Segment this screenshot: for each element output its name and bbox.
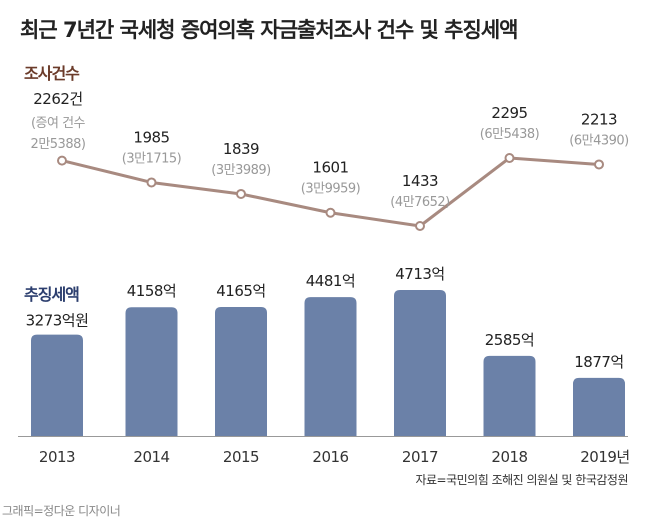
gift-count-label-2017: (4만7652) [390, 195, 449, 210]
tax-bar-2018 [483, 355, 536, 436]
gift-count-label-2015: (3만3989) [211, 163, 270, 178]
gift-count-label-2019년: (6만4390) [569, 133, 628, 148]
graphic-credit: 그래픽=정다운 디자이너 [2, 504, 121, 518]
tax-label-2016: 4481억 [306, 272, 355, 290]
count-point-2016 [325, 207, 336, 218]
x-tick-2017: 2017 [402, 448, 438, 466]
tax-bar-2013 [31, 334, 83, 436]
x-tick-2018: 2018 [491, 448, 527, 466]
count-label-2013: 2262건 [33, 90, 82, 108]
tax-label-2014: 4158억 [127, 282, 176, 300]
count-label-2017: 1433 [402, 172, 438, 190]
gift-count-label-2013-b: 2만5388) [31, 137, 86, 152]
gift-count-label-2014: (3만1715) [122, 151, 181, 166]
tax-bar-2015 [215, 306, 267, 436]
count-label-2018: 2295 [491, 104, 527, 122]
count-label-2015: 1839 [223, 140, 259, 158]
x-tick-2019년: 2019년 [580, 448, 629, 466]
gift-count-label-2016: (3만9959) [301, 182, 360, 197]
tax-bar-2014 [125, 307, 178, 436]
tax-label-2015: 4165억 [216, 282, 265, 300]
count-point-2019년 [594, 159, 604, 170]
tax-bar-2019년 [573, 377, 625, 436]
x-tick-2016: 2016 [312, 448, 348, 466]
count-point-2017 [415, 221, 425, 231]
tax-label-2019년: 1877억 [574, 353, 623, 371]
line-series-label: 조사건수 [24, 64, 80, 83]
tax-label-2018: 2585억 [485, 331, 534, 349]
count-label-2019년: 2213 [581, 110, 617, 128]
count-point-2013 [57, 155, 67, 166]
source-note: 자료=국민의힘 조해진 의원실 및 한국감정원 [415, 473, 628, 487]
count-point-2014 [146, 177, 157, 188]
tax-bar-2016 [304, 297, 357, 436]
gift-count-label-2013-a: (증여 건수 [31, 116, 86, 131]
x-tick-2015: 2015 [223, 448, 259, 466]
count-point-2018 [504, 153, 515, 163]
count-point-2015 [236, 188, 246, 199]
x-tick-2013: 2013 [39, 448, 75, 466]
tax-label-2017: 4713억 [395, 265, 444, 283]
chart-title: 최근 7년간 국세청 증여의혹 자금출처조사 건수 및 추징세액 [20, 18, 518, 42]
gift-count-label-2018: (6만5438) [480, 127, 539, 142]
tax-bar-2017 [394, 290, 446, 436]
tax-label-2013: 3273억원 [26, 312, 89, 330]
count-label-2014: 1985 [133, 128, 169, 146]
bar-series-label: 추징세액 [24, 285, 79, 304]
x-tick-2014: 2014 [133, 448, 169, 466]
count-label-2016: 1601 [312, 159, 348, 177]
